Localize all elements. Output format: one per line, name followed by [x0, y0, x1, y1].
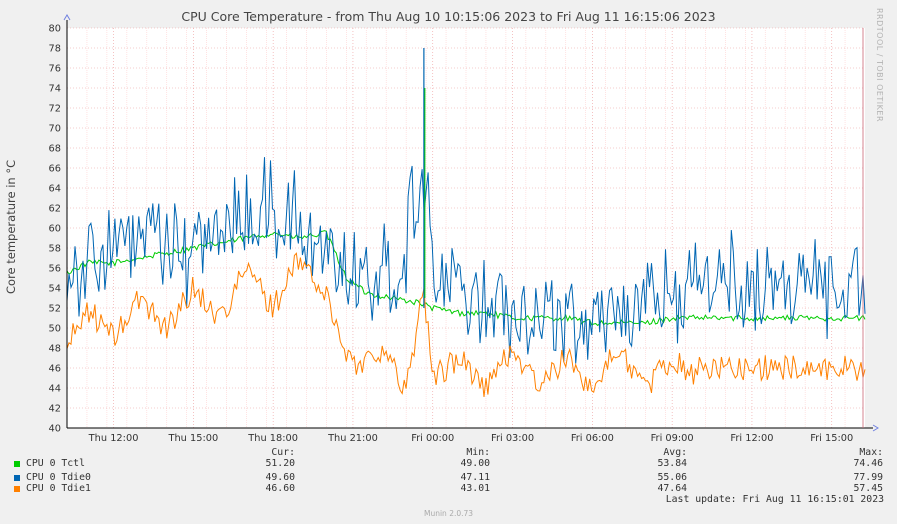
series-line-cpu-0-tdie0 — [66, 157, 866, 364]
y-tick-label: 74 — [49, 84, 61, 95]
series-lines — [66, 48, 866, 398]
x-tick-label: Thu 18:00 — [247, 433, 298, 444]
legend-max-tdie1: 57.45 — [853, 483, 884, 494]
legend-min-tdie0: 47.11 — [460, 472, 491, 483]
y-tick-label: 68 — [49, 144, 61, 155]
y-tick-label: 64 — [49, 184, 61, 195]
x-tick-label: Fri 12:00 — [730, 433, 773, 444]
y-tick-labels: 40 42 44 46 48 50 52 54 56 58 60 62 64 66 68 70 72 74 76 78… — [49, 24, 61, 435]
x-tick-label: Fri 03:00 — [491, 433, 534, 444]
y-tick-label: 66 — [49, 164, 61, 175]
legend-cur-tdie0: 49.60 — [265, 472, 296, 483]
y-tick-label: 40 — [49, 424, 61, 435]
y-tick-label: 54 — [49, 284, 61, 295]
x-tick-label: Fri 06:00 — [571, 433, 614, 444]
legend-max-tctl: 74.46 — [853, 458, 884, 469]
legend-label-tdie1: CPU 0 Tdie1 — [26, 483, 91, 494]
legend-label-tctl: CPU 0 Tctl — [26, 458, 85, 469]
legend-header-avg: Avg: — [663, 447, 687, 458]
y-tick-label: 62 — [49, 204, 61, 215]
y-tick-label: 52 — [49, 304, 61, 315]
y-tick-label: 70 — [49, 124, 61, 135]
y-tick-label: 48 — [49, 344, 61, 355]
y-tick-label: 58 — [49, 244, 61, 255]
legend-min-tctl: 49.00 — [460, 458, 491, 469]
x-tick-label: Fri 09:00 — [651, 433, 694, 444]
y-tick-label: 76 — [49, 64, 61, 75]
y-tick-label: 42 — [49, 404, 61, 415]
legend-label-tdie0: CPU 0 Tdie0 — [26, 472, 91, 483]
legend-header-cur: Cur: — [271, 447, 295, 458]
chart-title: CPU Core Temperature - from Thu Aug 10 1… — [181, 9, 716, 24]
x-tick-label: Fri 15:00 — [810, 433, 853, 444]
x-tick-label: Fri 00:00 — [411, 433, 454, 444]
y-tick-label: 50 — [49, 324, 61, 335]
legend-min-tdie1: 43.01 — [460, 483, 491, 494]
x-tick-labels: Thu 12:00 Thu 15:00 Thu 18:00 Thu 21:00 Fri … — [88, 433, 854, 444]
legend-swatch-tdie0 — [14, 475, 20, 481]
x-axis-arrow — [872, 424, 879, 432]
legend-avg-tdie1: 47.64 — [657, 483, 688, 494]
y-tick-label: 60 — [49, 224, 61, 235]
legend-avg-tdie0: 55.06 — [657, 472, 688, 483]
x-tick-label: Thu 12:00 — [88, 433, 139, 444]
series-line-cpu-0-tdie1 — [66, 252, 866, 398]
y-tick-label: 44 — [49, 384, 61, 395]
y-tick-label: 72 — [49, 104, 61, 115]
y-tick-label: 56 — [49, 264, 61, 275]
y-tick-label: 46 — [49, 364, 61, 375]
legend-cur-tctl: 51.20 — [265, 458, 296, 469]
munin-version: Munin 2.0.73 — [424, 509, 474, 518]
legend-swatch-tctl — [14, 461, 20, 467]
legend-header-max: Max: — [859, 447, 883, 458]
rrdtool-watermark: RRDTOOL / TOBI OETIKER — [875, 8, 884, 123]
x-tick-label: Thu 15:00 — [167, 433, 218, 444]
x-tick-label: Thu 21:00 — [327, 433, 378, 444]
legend-header-min: Min: — [466, 447, 490, 458]
legend-cur-tdie1: 46.60 — [265, 483, 296, 494]
axes — [63, 14, 879, 432]
legend-swatch-tdie1 — [14, 486, 20, 492]
y-axis-label: Core temperature in °C — [4, 159, 18, 294]
legend-max-tdie0: 77.99 — [853, 472, 884, 483]
y-axis-arrow — [63, 14, 71, 21]
y-tick-label: 78 — [49, 44, 61, 55]
series-line-cpu-0-tctl — [66, 230, 866, 327]
last-update: Last update: Fri Aug 11 16:15:01 2023 — [665, 494, 884, 505]
legend-avg-tctl: 53.84 — [657, 458, 688, 469]
y-tick-label: 80 — [49, 24, 61, 35]
